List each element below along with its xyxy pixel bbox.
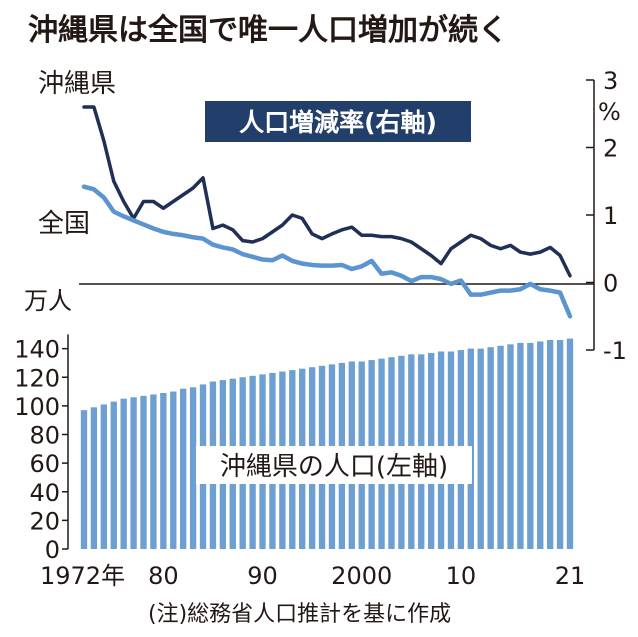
right-axis-unit: %: [598, 98, 621, 126]
population-bar: [90, 407, 98, 549]
right-axis-tick-label: 2: [603, 135, 618, 163]
left-axis-tick-label: 60: [29, 450, 60, 478]
population-bar: [180, 388, 187, 549]
population-bar: [507, 344, 514, 549]
left-axis-tick-label: 120: [14, 364, 60, 392]
x-tick-label: 2000: [331, 562, 392, 590]
okinawa-line-label: 沖縄県: [38, 69, 116, 99]
x-tick-label: 90: [247, 562, 278, 590]
population-bar: [566, 338, 574, 549]
japan-line-label: 全国: [38, 209, 90, 239]
population-bar: [160, 392, 167, 549]
rate-legend-box-background: [205, 101, 471, 142]
source-note: (注)総務省人口推計を基に作成: [148, 602, 451, 627]
rate-lines: [81, 105, 573, 319]
left-axis-tick-label: 20: [29, 507, 60, 535]
bar-legend-background: [196, 446, 472, 484]
x-axis-ticks: 1972年 80 90 2000 10 21: [40, 562, 585, 590]
left-axis-tick-label: 80: [29, 422, 60, 450]
left-axis-unit: 万人: [24, 287, 72, 315]
population-bar: [120, 398, 127, 549]
population-bar: [477, 348, 484, 549]
population-bar: [140, 395, 147, 549]
population-bar: [487, 347, 494, 549]
population-bar: [189, 387, 197, 549]
population-bar: [110, 401, 117, 549]
population-bar: [150, 394, 157, 549]
rate-line: [82, 105, 572, 278]
population-bar: [100, 404, 108, 549]
x-tick-label: 10: [446, 562, 477, 590]
population-bar: [527, 342, 534, 549]
population-bar: [80, 410, 88, 549]
right-axis-tick-label: -1: [603, 337, 627, 365]
right-axis-tick-label: 1: [603, 202, 618, 230]
x-tick-label: 1972年: [40, 562, 125, 590]
right-axis-tick-label: 3: [603, 67, 618, 95]
rate-legend-label: 人口増減率(右軸): [239, 108, 437, 137]
chart-title: 沖縄県は全国で唯一人口増加が続く: [28, 13, 508, 48]
left-axis-tick-label: 0: [45, 536, 60, 564]
population-bar: [556, 340, 564, 549]
rate-line: [81, 184, 573, 319]
population-bar: [497, 345, 504, 549]
right-axis: 3 2 1 0 -1: [586, 67, 627, 365]
population-bars: [80, 338, 574, 549]
population-bar: [537, 341, 544, 549]
x-tick-label: 21: [555, 562, 586, 590]
bar-legend-label: 沖縄県の人口(左軸): [220, 452, 448, 482]
left-axis-tick-label: 100: [14, 393, 60, 421]
left-axis-tick-label: 40: [29, 479, 60, 507]
rate-legend-box: 人口増減率(右軸): [205, 101, 471, 142]
left-axis-tick-label: 140: [14, 336, 60, 364]
population-bar: [517, 342, 524, 549]
population-bar: [130, 397, 137, 549]
population-bar: [170, 391, 177, 549]
population-bar: [546, 340, 554, 549]
x-tick-label: 80: [148, 562, 179, 590]
right-axis-tick-label: 0: [603, 270, 618, 298]
